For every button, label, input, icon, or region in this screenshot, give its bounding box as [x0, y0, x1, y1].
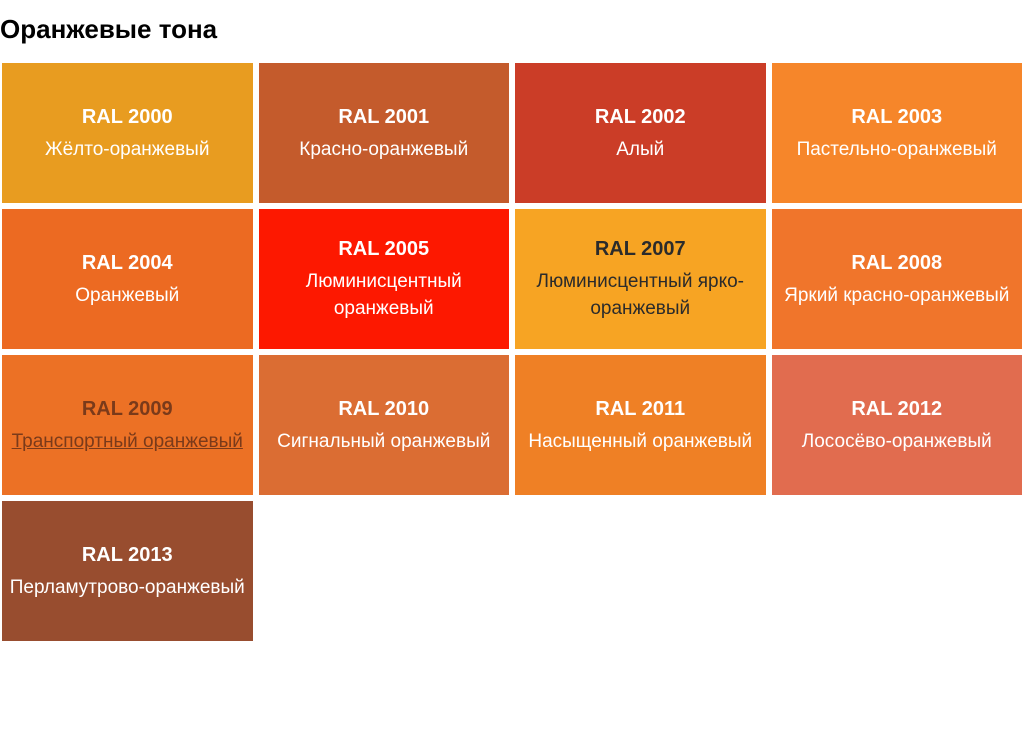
- color-swatch: RAL 2007 Люминисцентный ярко-оранжевый: [515, 209, 766, 349]
- swatch-name: Алый: [616, 137, 664, 164]
- color-swatch: RAL 2002 Алый: [515, 63, 766, 203]
- swatch-name: Жёлто-оранжевый: [45, 137, 209, 164]
- color-swatch: RAL 2003 Пастельно-оранжевый: [772, 63, 1023, 203]
- swatch-name: Сигнальный оранжевый: [277, 429, 490, 456]
- swatch-name: Перламутрово-оранжевый: [10, 575, 245, 602]
- swatch-code: RAL 2004: [82, 249, 173, 277]
- swatch-code: RAL 2010: [338, 395, 429, 423]
- page-title: Оранжевые тона: [0, 0, 1024, 63]
- swatch-code: RAL 2003: [851, 103, 942, 131]
- swatch-code: RAL 2013: [82, 541, 173, 569]
- swatch-name: Люминисцентный ярко-оранжевый: [521, 269, 760, 322]
- swatch-name: Яркий красно-оранжевый: [784, 283, 1009, 310]
- swatch-code: RAL 2009: [82, 395, 173, 423]
- swatch-name: Насыщенный оранжевый: [528, 429, 752, 456]
- swatch-name: Пастельно-оранжевый: [797, 137, 997, 164]
- swatch-name: Оранжевый: [75, 283, 179, 310]
- swatch-code: RAL 2005: [338, 235, 429, 263]
- swatch-code: RAL 2001: [338, 103, 429, 131]
- color-swatch: RAL 2005 Люминисцентный оранжевый: [259, 209, 510, 349]
- color-swatch: RAL 2012 Лососёво-оранжевый: [772, 355, 1023, 495]
- swatch-code: RAL 2011: [595, 395, 685, 423]
- swatch-name: Люминисцентный оранжевый: [265, 269, 504, 322]
- swatch-code: RAL 2012: [851, 395, 942, 423]
- swatch-name: Красно-оранжевый: [299, 137, 468, 164]
- color-swatch: RAL 2009 Транспортный оранжевый: [2, 355, 253, 495]
- swatch-code: RAL 2007: [595, 235, 686, 263]
- swatch-name: Лососёво-оранжевый: [802, 429, 992, 456]
- swatch-grid: RAL 2000 Жёлто-оранжевый RAL 2001 Красно-о…: [0, 63, 1024, 641]
- color-swatch: RAL 2008 Яркий красно-оранжевый: [772, 209, 1023, 349]
- color-swatch: RAL 2000 Жёлто-оранжевый: [2, 63, 253, 203]
- color-swatch: RAL 2010 Сигнальный оранжевый: [259, 355, 510, 495]
- swatch-code: RAL 2008: [851, 249, 942, 277]
- swatch-code: RAL 2002: [595, 103, 686, 131]
- color-swatch: RAL 2004 Оранжевый: [2, 209, 253, 349]
- color-swatch: RAL 2001 Красно-оранжевый: [259, 63, 510, 203]
- swatch-name: Транспортный оранжевый: [12, 429, 243, 456]
- color-swatch: RAL 2013 Перламутрово-оранжевый: [2, 501, 253, 641]
- swatch-code: RAL 2000: [82, 103, 173, 131]
- color-swatch: RAL 2011 Насыщенный оранжевый: [515, 355, 766, 495]
